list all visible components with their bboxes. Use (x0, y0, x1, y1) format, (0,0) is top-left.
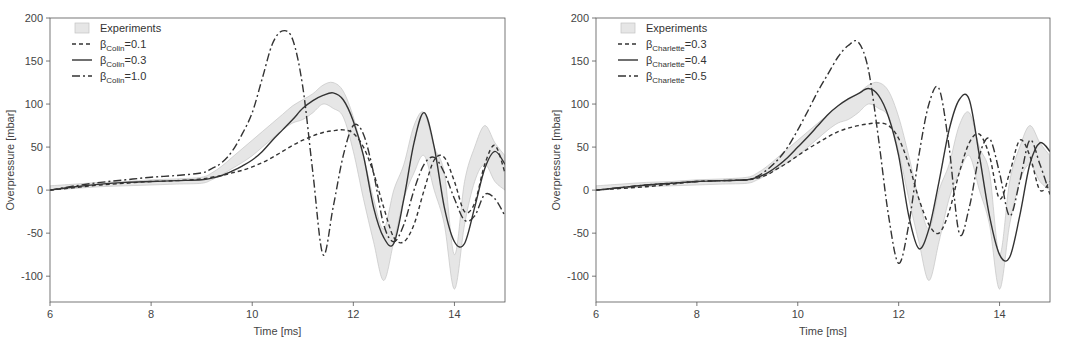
legend-subscript: Colin (106, 60, 124, 69)
y-axis-label: Overpressure [mbar] (4, 110, 16, 211)
x-tick (454, 302, 455, 306)
legend-value: =0.1 (125, 38, 147, 50)
legend-swatch (72, 75, 92, 76)
x-tick-label: 6 (47, 308, 53, 320)
series-line (596, 123, 1050, 234)
x-tick (797, 302, 798, 306)
y-tick-label: 0 (583, 184, 589, 196)
x-tick (696, 302, 697, 306)
legend-label: βCharlette=0.4 (646, 54, 707, 69)
x-tick (151, 302, 152, 306)
y-tick (46, 276, 50, 277)
x-tick-label: 12 (347, 308, 359, 320)
x-tick-label: 6 (593, 308, 599, 320)
x-tick-label: 10 (246, 308, 258, 320)
legend-label: βCharlette=0.3 (646, 38, 707, 53)
y-tick-label: -50 (27, 227, 43, 239)
series-line (50, 130, 505, 243)
legend-swatch (75, 23, 89, 33)
y-tick-label: 150 (571, 55, 589, 67)
y-tick (592, 147, 596, 148)
legend-swatch (618, 75, 638, 76)
chart: -100 -50 0 50 100 150 200 6 8 10 12 14 Time [ms] Over… (4, 12, 505, 337)
x-tick (353, 302, 354, 306)
legend-value: =0.5 (685, 70, 707, 82)
y-tick-label: -50 (573, 227, 589, 239)
y-tick (46, 147, 50, 148)
series-line (596, 41, 1050, 264)
x-tick-label: 10 (792, 308, 804, 320)
legend-label: βColin=1.0 (100, 70, 146, 85)
y-tick-label: 50 (31, 141, 43, 153)
x-tick (999, 302, 1000, 306)
y-tick (46, 18, 50, 19)
y-tick-label: 100 (571, 98, 589, 110)
legend-value: =0.4 (685, 54, 707, 66)
y-tick-label: -100 (567, 270, 589, 282)
x-tick (252, 302, 253, 306)
legend-subscript: Charlette (652, 76, 685, 85)
legend-label: βCharlette=0.5 (646, 70, 707, 85)
x-tick-label: 8 (148, 308, 154, 320)
y-axis-label: Overpressure [mbar] (550, 110, 562, 211)
x-tick-label: 12 (893, 308, 905, 320)
legend-subscript: Charlette (652, 60, 685, 69)
y-tick (46, 104, 50, 105)
y-tick-label: 100 (25, 98, 43, 110)
x-axis-label: Time [ms] (254, 325, 302, 337)
experiment-band (596, 82, 1050, 289)
legend-swatch (72, 43, 92, 44)
series-line (596, 89, 1050, 262)
x-tick (596, 302, 597, 306)
y-tick-label: 150 (25, 55, 43, 67)
series-line (50, 93, 505, 247)
legend-swatch (618, 59, 638, 60)
legend-subscript: Colin (106, 76, 124, 85)
y-tick-label: 0 (37, 184, 43, 196)
x-tick-label: 8 (694, 308, 700, 320)
y-tick (592, 276, 596, 277)
x-axis-label: Time [ms] (799, 325, 847, 337)
legend-swatch (618, 43, 638, 44)
series-line (50, 31, 505, 256)
y-tick-label: 200 (25, 12, 43, 24)
legend-subscript: Colin (106, 44, 124, 53)
plot-area (50, 31, 505, 289)
y-tick (592, 190, 596, 191)
legend-value: =1.0 (125, 70, 147, 82)
figure: -100-5005010015020068101214Time [ms]Over… (0, 0, 1082, 354)
legend-label: Experiments (646, 22, 708, 34)
plot-area (596, 41, 1050, 289)
y-tick-label: -100 (21, 270, 43, 282)
legend-value: =0.3 (685, 38, 707, 50)
y-tick (592, 104, 596, 105)
legend-swatch (621, 23, 635, 33)
y-tick-label: 200 (571, 12, 589, 24)
y-tick (592, 61, 596, 62)
x-tick (50, 302, 51, 306)
plot-frame (50, 18, 505, 302)
x-tick-label: 14 (448, 308, 460, 320)
plot-frame (596, 18, 1050, 302)
legend-subscript: Charlette (652, 44, 685, 53)
y-tick (46, 61, 50, 62)
y-tick (592, 18, 596, 19)
legend-label: Experiments (100, 22, 162, 34)
legend-label: βColin=0.1 (100, 38, 146, 53)
chart: -100 -50 0 50 100 150 200 6 8 10 12 14 Time [ms] Over… (550, 12, 1050, 337)
experiment-band (50, 82, 505, 289)
x-tick-label: 14 (993, 308, 1005, 320)
legend: Experiments βColin=0.1βColin=0.3βColin=1.… (72, 22, 162, 85)
legend: Experiments βCharlette=0.3βCharlette=0.4β… (618, 22, 708, 85)
x-tick (898, 302, 899, 306)
legend-label: βColin=0.3 (100, 54, 146, 69)
y-tick (46, 190, 50, 191)
y-tick (46, 233, 50, 234)
legend-swatch (72, 59, 92, 60)
y-tick (592, 233, 596, 234)
y-tick-label: 50 (577, 141, 589, 153)
legend-value: =0.3 (125, 54, 147, 66)
